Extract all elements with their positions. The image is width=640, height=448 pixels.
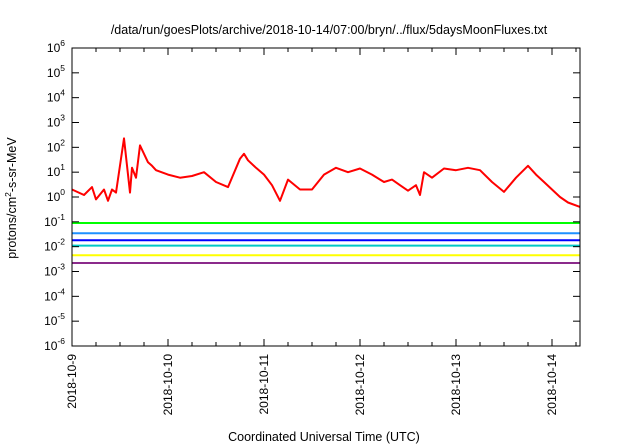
y-tick-label: 100: [47, 187, 65, 204]
y-tick-label: 10-2: [44, 237, 65, 254]
x-tick-label: 2018-10-14: [545, 354, 559, 416]
y-tick-label: 105: [47, 63, 65, 80]
x-tick-label: 2018-10-9: [65, 354, 79, 409]
y-tick-label: 102: [47, 137, 65, 154]
x-axis-label: Coordinated Universal Time (UTC): [228, 430, 420, 444]
y-axis-label-pre: protons/cm: [5, 197, 19, 259]
y-tick-label: 10-4: [44, 286, 65, 303]
y-tick-label: 10-1: [44, 212, 65, 229]
x-tick-label: 2018-10-11: [257, 354, 271, 415]
y-axis: 10-6 10-5 10-4 10-3 10-2 10-1 100 101 102 103 104 1…: [44, 38, 580, 353]
series-layer: [71, 137, 581, 264]
y-axis-label-post: -s-sr-MeV: [5, 137, 19, 193]
x-tick-label: 2018-10-10: [161, 354, 175, 416]
x-tick-label: 2018-10-12: [353, 354, 367, 416]
y-axis-label: protons/cm2-s-sr-MeV: [3, 137, 19, 259]
chart-title: /data/run/goesPlots/archive/2018-10-14/0…: [111, 23, 548, 37]
series-line-0: [71, 137, 581, 208]
y-tick-label: 106: [47, 38, 65, 55]
y-tick-label: 10-3: [44, 262, 65, 279]
y-tick-label: 103: [47, 113, 65, 130]
y-tick-label: 104: [47, 88, 65, 105]
y-tick-label: 10-6: [44, 336, 65, 353]
plot-frame: [71, 47, 581, 347]
y-axis-label-sup: 2: [3, 192, 13, 197]
y-tick-label: 10-5: [44, 311, 65, 328]
y-tick-label: 101: [47, 162, 65, 179]
x-axis: 2018-10-9 2018-10-10 2018-10-11 2018-10-12 2…: [65, 48, 577, 416]
x-tick-label: 2018-10-13: [449, 354, 463, 416]
